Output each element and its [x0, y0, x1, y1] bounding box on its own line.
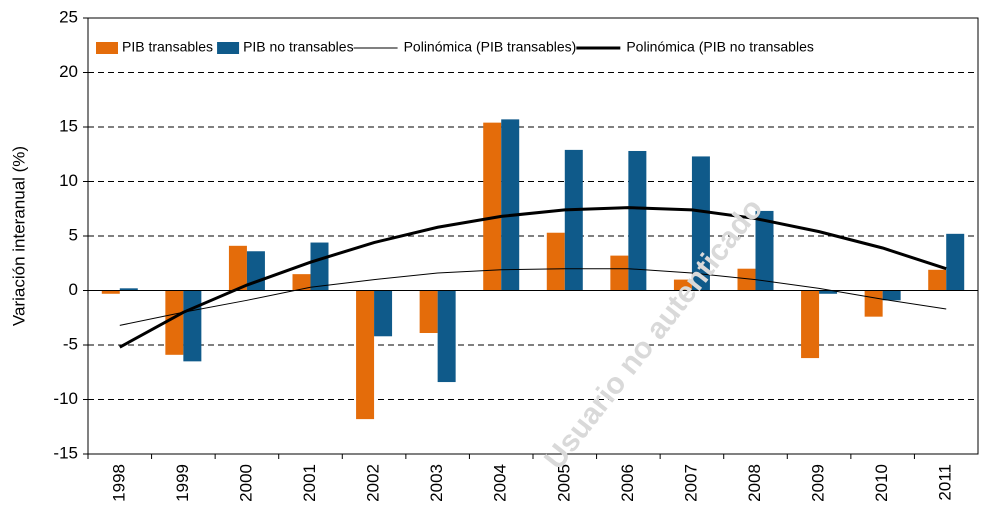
y-tick-label: 0: [69, 280, 78, 299]
x-tick-label: 2001: [300, 464, 319, 502]
bar: [483, 122, 502, 291]
x-tick-label: 2007: [681, 464, 700, 502]
legend-label: Polinómica (PIB no transables: [626, 39, 814, 55]
bar: [310, 242, 329, 291]
x-tick-label: 2003: [427, 464, 446, 502]
bar: [374, 290, 393, 337]
bar: [101, 290, 120, 294]
bar: [183, 290, 202, 362]
legend-label: Polinómica (PIB transables): [404, 39, 577, 55]
x-tick-label: 2008: [745, 464, 764, 502]
bar: [882, 290, 901, 301]
y-axis-label: Variación interanual (%): [9, 146, 28, 326]
trend-line: [119, 268, 947, 326]
x-tick-label: 1999: [173, 464, 192, 502]
x-tick-label: 2000: [236, 464, 255, 502]
bar: [419, 290, 438, 334]
y-tick-label: 5: [69, 225, 78, 244]
y-tick-label: -10: [53, 389, 78, 408]
x-tick-label: 1998: [109, 464, 128, 502]
legend-swatch: [217, 42, 240, 54]
bar: [819, 290, 838, 294]
x-tick-label: 2002: [364, 464, 383, 502]
bar: [292, 274, 311, 291]
bar: [610, 255, 629, 291]
bar: [801, 290, 820, 359]
bar: [737, 268, 756, 291]
y-tick-label: -5: [63, 334, 78, 353]
bar: [864, 290, 883, 317]
bar: [356, 290, 375, 420]
legend-label: PIB no transables: [243, 39, 354, 55]
bar: [691, 156, 710, 291]
x-tick-label: 2006: [618, 464, 637, 502]
bar: [628, 150, 647, 291]
x-tick-label: 2010: [872, 464, 891, 502]
bar: [119, 288, 138, 291]
bar: [228, 245, 247, 291]
x-tick-label: 2011: [936, 464, 955, 501]
bar: [437, 290, 456, 383]
y-tick-label: 25: [59, 7, 78, 26]
bar: [755, 210, 774, 291]
bar: [928, 269, 947, 291]
x-tick-label: 2009: [809, 464, 828, 502]
bar: [673, 279, 692, 291]
y-tick-label: 15: [59, 116, 78, 135]
x-tick-label: 2004: [491, 464, 510, 502]
bar: [946, 233, 965, 291]
bar: [546, 232, 565, 291]
legend-swatch: [96, 42, 118, 54]
y-tick-label: -15: [53, 443, 78, 462]
trend-line: [119, 206, 947, 349]
bar: [501, 119, 520, 291]
legend-label: PIB transables: [122, 39, 213, 55]
y-tick-label: 10: [59, 171, 78, 190]
bar: [564, 149, 583, 291]
y-tick-label: 20: [59, 62, 78, 81]
bar: [165, 290, 184, 355]
x-tick-label: 2005: [554, 464, 573, 502]
